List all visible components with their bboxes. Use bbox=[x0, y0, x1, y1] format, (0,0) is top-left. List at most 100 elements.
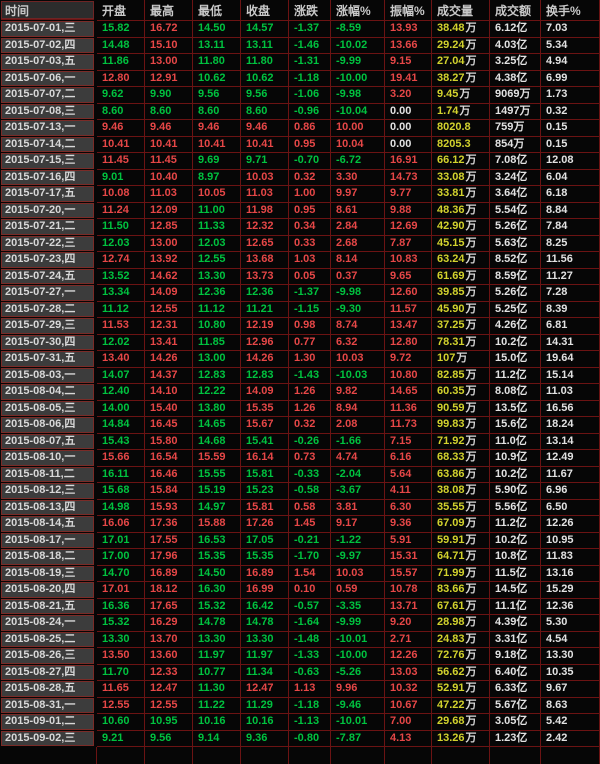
date-cell[interactable]: 2015-07-21,二 bbox=[1, 219, 94, 235]
low-cell: 15.19 bbox=[193, 483, 241, 500]
turnover-rate-cell: 14.31 bbox=[541, 334, 600, 351]
date-cell[interactable]: 2015-08-25,二 bbox=[1, 631, 94, 647]
column-header-open[interactable]: 开盘 bbox=[97, 0, 145, 21]
date-cell[interactable]: 2015-07-07,二 bbox=[1, 87, 94, 103]
change-pct-cell: 8.94 bbox=[331, 400, 385, 417]
date-cell[interactable]: 2015-08-07,五 bbox=[1, 433, 94, 449]
turnover-rate-cell: 11.56 bbox=[541, 252, 600, 269]
date-cell[interactable]: 2015-08-03,一 bbox=[1, 367, 94, 383]
volume-cell: 63.86 万 bbox=[432, 466, 490, 483]
date-cell[interactable]: 2015-07-13,一 bbox=[1, 120, 94, 136]
date-cell[interactable]: 2015-08-28,五 bbox=[1, 681, 94, 697]
date-cell[interactable]: 2015-07-20,一 bbox=[1, 202, 94, 218]
date-cell[interactable]: 2015-07-23,四 bbox=[1, 252, 94, 268]
turnover-rate-cell: 7.03 bbox=[541, 21, 600, 38]
amount-cell: 7.08亿 bbox=[490, 153, 541, 170]
column-header-volume[interactable]: 成交量 bbox=[432, 0, 490, 21]
high-cell: 12.85 bbox=[145, 219, 193, 236]
date-cell[interactable]: 2015-07-28,二 bbox=[1, 301, 94, 317]
date-cell[interactable]: 2015-07-02,四 bbox=[1, 37, 94, 53]
column-header-high[interactable]: 最高 bbox=[145, 0, 193, 21]
turnover-rate-cell: 6.50 bbox=[541, 499, 600, 516]
date-cell[interactable]: 2015-07-24,五 bbox=[1, 268, 94, 284]
turnover-rate-cell: 13.16 bbox=[541, 565, 600, 582]
date-cell[interactable]: 2015-08-27,四 bbox=[1, 664, 94, 680]
volume-cell: 61.69 万 bbox=[432, 268, 490, 285]
column-header-close[interactable]: 收盘 bbox=[241, 0, 289, 21]
date-cell[interactable]: 2015-07-01,三 bbox=[1, 21, 94, 37]
empty-cell bbox=[541, 747, 600, 764]
low-cell: 8.60 bbox=[193, 103, 241, 120]
high-cell: 17.55 bbox=[145, 532, 193, 549]
date-cell[interactable]: 2015-08-06,四 bbox=[1, 417, 94, 433]
turnover-rate-cell: 0.15 bbox=[541, 136, 600, 153]
column-header-change-pct[interactable]: 涨幅% bbox=[331, 0, 385, 21]
high-cell: 12.33 bbox=[145, 664, 193, 681]
column-header-time[interactable]: 时间 bbox=[1, 1, 94, 20]
date-cell[interactable]: 2015-07-06,一 bbox=[1, 70, 94, 86]
change-cell: -0.96 bbox=[289, 103, 331, 120]
column-header-amount[interactable]: 成交额 bbox=[490, 0, 541, 21]
close-cell: 16.14 bbox=[241, 450, 289, 467]
date-cell[interactable]: 2015-07-22,三 bbox=[1, 235, 94, 251]
change-pct-cell: -3.67 bbox=[331, 483, 385, 500]
column-header-change[interactable]: 涨跌 bbox=[289, 0, 331, 21]
column-header-turnover-rate[interactable]: 换手% bbox=[541, 0, 600, 21]
high-cell: 16.29 bbox=[145, 615, 193, 632]
date-cell[interactable]: 2015-08-31,一 bbox=[1, 697, 94, 713]
turnover-rate-cell: 12.26 bbox=[541, 516, 600, 533]
high-cell: 12.31 bbox=[145, 318, 193, 335]
date-cell[interactable]: 2015-08-10,一 bbox=[1, 450, 94, 466]
change-cell: -0.21 bbox=[289, 532, 331, 549]
turnover-rate-cell: 8.39 bbox=[541, 301, 600, 318]
amount-cell: 10.9亿 bbox=[490, 450, 541, 467]
date-cell[interactable]: 2015-09-02,三 bbox=[1, 730, 94, 746]
date-cell[interactable]: 2015-08-04,二 bbox=[1, 384, 94, 400]
date-cell[interactable]: 2015-08-05,三 bbox=[1, 400, 94, 416]
change-pct-cell: -10.03 bbox=[331, 367, 385, 384]
date-cell[interactable]: 2015-08-18,二 bbox=[1, 549, 94, 565]
turnover-rate-cell: 1.73 bbox=[541, 87, 600, 104]
date-cell[interactable]: 2015-07-17,五 bbox=[1, 186, 94, 202]
date-cell[interactable]: 2015-08-21,五 bbox=[1, 598, 94, 614]
low-cell: 15.32 bbox=[193, 598, 241, 615]
date-cell[interactable]: 2015-08-12,三 bbox=[1, 483, 94, 499]
date-cell[interactable]: 2015-08-13,四 bbox=[1, 499, 94, 515]
volume-cell: 1.74 万 bbox=[432, 103, 490, 120]
column-header-amplitude[interactable]: 振幅% bbox=[385, 0, 432, 21]
column-header-low[interactable]: 最低 bbox=[193, 0, 241, 21]
date-cell[interactable]: 2015-09-01,二 bbox=[1, 714, 94, 730]
close-cell: 12.47 bbox=[241, 681, 289, 698]
amount-cell: 6.33亿 bbox=[490, 681, 541, 698]
date-cell[interactable]: 2015-07-30,四 bbox=[1, 334, 94, 350]
close-cell: 13.68 bbox=[241, 252, 289, 269]
date-cell[interactable]: 2015-07-27,一 bbox=[1, 285, 94, 301]
change-pct-cell: -6.72 bbox=[331, 153, 385, 170]
date-cell[interactable]: 2015-07-15,三 bbox=[1, 153, 94, 169]
date-cell[interactable]: 2015-08-11,二 bbox=[1, 466, 94, 482]
amount-cell: 10.8亿 bbox=[490, 549, 541, 566]
close-cell: 17.05 bbox=[241, 532, 289, 549]
date-cell[interactable]: 2015-07-03,五 bbox=[1, 54, 94, 70]
change-pct-cell: -10.01 bbox=[331, 714, 385, 731]
volume-cell: 39.85 万 bbox=[432, 285, 490, 302]
amount-cell: 1.23亿 bbox=[490, 730, 541, 747]
change-pct-cell: -5.26 bbox=[331, 664, 385, 681]
change-pct-cell: -7.87 bbox=[331, 730, 385, 747]
date-cell[interactable]: 2015-08-17,一 bbox=[1, 532, 94, 548]
date-cell[interactable]: 2015-07-31,五 bbox=[1, 351, 94, 367]
date-cell[interactable]: 2015-08-24,一 bbox=[1, 615, 94, 631]
date-cell[interactable]: 2015-07-29,三 bbox=[1, 318, 94, 334]
date-cell[interactable]: 2015-07-16,四 bbox=[1, 169, 94, 185]
low-cell: 14.50 bbox=[193, 565, 241, 582]
open-cell: 14.00 bbox=[97, 400, 145, 417]
amplitude-cell: 15.57 bbox=[385, 565, 432, 582]
change-pct-cell: -10.01 bbox=[331, 631, 385, 648]
date-cell[interactable]: 2015-08-14,五 bbox=[1, 516, 94, 532]
date-cell[interactable]: 2015-08-20,四 bbox=[1, 582, 94, 598]
date-cell[interactable]: 2015-08-26,三 bbox=[1, 648, 94, 664]
date-cell[interactable]: 2015-07-08,三 bbox=[1, 103, 94, 119]
date-cell[interactable]: 2015-07-14,二 bbox=[1, 136, 94, 152]
date-cell[interactable]: 2015-08-19,三 bbox=[1, 565, 94, 581]
open-cell: 11.53 bbox=[97, 318, 145, 335]
